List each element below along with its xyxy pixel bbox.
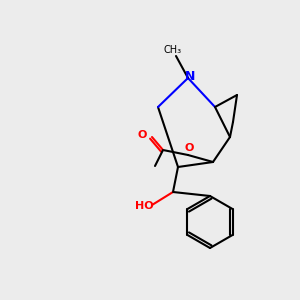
Text: HO: HO bbox=[135, 201, 153, 211]
Text: N: N bbox=[185, 70, 195, 83]
Text: O: O bbox=[184, 143, 194, 153]
Text: O: O bbox=[137, 130, 147, 140]
Text: CH₃: CH₃ bbox=[164, 45, 182, 55]
